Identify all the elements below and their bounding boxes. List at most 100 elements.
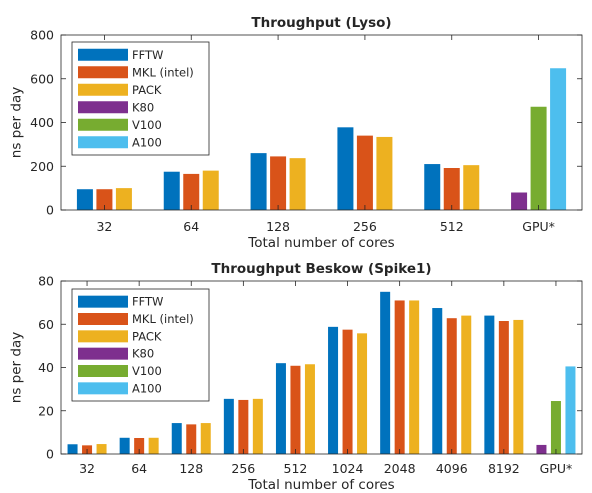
legend-swatch-fftw (78, 48, 128, 61)
legend: FFTW MKL (intel) PACK K80 V100 A100 (71, 288, 210, 402)
bar-fftw-512 (275, 363, 286, 454)
bar-mkl-intel-512 (443, 168, 460, 210)
bar-fftw-32 (76, 189, 93, 210)
bar-k80-gpu (536, 444, 547, 454)
bar-a100-gpu (550, 68, 567, 210)
bar-mkl-intel-32 (96, 189, 113, 210)
x-axis-label: Total number of cores (247, 235, 394, 251)
x-axis-label: Total number of cores (247, 477, 394, 493)
bar-fftw-256 (337, 127, 354, 210)
x-tick-label: 128 (179, 461, 203, 476)
legend-label: PACK (132, 329, 162, 343)
y-tick-label: 40 (38, 360, 54, 375)
bar-fftw-512 (424, 164, 441, 210)
y-tick-label: 400 (30, 115, 54, 130)
bar-mkl-intel-128 (270, 156, 287, 210)
y-tick-label: 0 (46, 203, 54, 218)
y-tick-label: 800 (30, 28, 54, 43)
x-tick-label: GPU* (522, 219, 555, 234)
x-tick-label: 64 (131, 461, 147, 476)
bar-pack-512 (304, 364, 315, 454)
y-tick-label: 80 (38, 274, 54, 289)
bar-fftw-8192 (484, 315, 495, 454)
x-tick-label: 2048 (384, 461, 416, 476)
x-tick-label: 128 (266, 219, 290, 234)
bar-pack-128 (200, 423, 211, 454)
bar-pack-1024 (357, 333, 368, 454)
bar-pack-128 (289, 158, 306, 210)
x-tick-label: 512 (440, 219, 464, 234)
bar-fftw-2048 (380, 291, 391, 454)
bar-mkl-intel-128 (186, 424, 197, 454)
bar-mkl-intel-256 (356, 135, 373, 210)
bar-v100-gpu (550, 401, 561, 454)
y-axis-label: ns per day (9, 332, 25, 403)
y-tick-label: 600 (30, 71, 54, 86)
legend-label: V100 (132, 118, 162, 132)
bar-mkl-intel-256 (238, 399, 249, 454)
legend-swatch-pack (78, 83, 128, 96)
bar-pack-256 (252, 398, 263, 454)
legend-swatch-a100 (78, 382, 128, 395)
x-tick-label: 1024 (332, 461, 364, 476)
x-tick-label: GPU* (540, 461, 573, 476)
bar-k80-gpu (511, 192, 528, 210)
legend-swatch-v100 (78, 365, 128, 377)
x-tick-label: 8192 (488, 461, 520, 476)
legend-swatch-k80 (78, 101, 128, 114)
bar-fftw-256 (223, 398, 234, 454)
bar-fftw-64 (119, 437, 130, 454)
bar-mkl-intel-512 (290, 365, 301, 454)
bar-mkl-intel-64 (134, 437, 145, 454)
bar-pack-8192 (513, 319, 524, 454)
legend-label: A100 (132, 135, 162, 149)
bar-fftw-32 (67, 444, 78, 454)
legend: FFTW MKL (intel) PACK K80 V100 A100 (71, 41, 210, 156)
x-tick-label: 256 (353, 219, 377, 234)
bar-fftw-4096 (432, 308, 443, 454)
legend-box (71, 41, 210, 156)
chart-1: Throughput (Lyso) 0 200 400 600 800 32 64 128 256… (9, 15, 583, 251)
bar-a100-gpu (565, 366, 576, 454)
x-tick-label: 64 (183, 219, 199, 234)
bar-pack-512 (463, 165, 480, 210)
legend-swatch-mkl-intel (78, 313, 128, 325)
chart-2: Throughput Beskow (Spike1) 0 20 40 60 80 32 64 1… (9, 261, 583, 493)
legend-swatch-v100 (78, 118, 128, 131)
bar-fftw-128 (171, 423, 182, 454)
legend-swatch-a100 (78, 136, 128, 149)
bar-mkl-intel-64 (183, 173, 200, 210)
x-tick-label: 32 (96, 219, 112, 234)
x-tick-label: 512 (284, 461, 308, 476)
legend-label: PACK (132, 83, 162, 97)
y-tick-label: 20 (38, 403, 54, 418)
legend-label: K80 (132, 100, 154, 114)
legend-label: MKL (intel) (132, 65, 194, 79)
y-axis-label: ns per day (9, 87, 25, 158)
bar-pack-256 (376, 136, 393, 210)
bar-mkl-intel-2048 (394, 300, 405, 454)
bar-pack-64 (148, 437, 159, 454)
bar-mkl-intel-1024 (342, 329, 353, 454)
bar-pack-64 (202, 170, 219, 210)
bar-pack-4096 (461, 315, 472, 454)
x-tick-label: 32 (79, 461, 95, 476)
bar-fftw-128 (250, 153, 267, 210)
bar-mkl-intel-4096 (446, 318, 457, 454)
bar-fftw-1024 (328, 326, 339, 454)
bar-pack-32 (96, 444, 107, 454)
chart-title: Throughput (Lyso) (251, 15, 391, 31)
bars (67, 291, 576, 454)
chart-title: Throughput Beskow (Spike1) (211, 261, 431, 277)
x-tick-label: 4096 (436, 461, 468, 476)
bar-pack-2048 (409, 300, 420, 454)
bar-pack-32 (115, 188, 132, 210)
legend-swatch-k80 (78, 347, 128, 360)
legend-label: FFTW (132, 48, 163, 62)
legend-label: K80 (132, 347, 154, 361)
legend-label: V100 (132, 364, 162, 378)
legend-label: FFTW (132, 295, 163, 309)
y-tick-label: 60 (38, 317, 54, 332)
legend-label: MKL (intel) (132, 312, 194, 326)
